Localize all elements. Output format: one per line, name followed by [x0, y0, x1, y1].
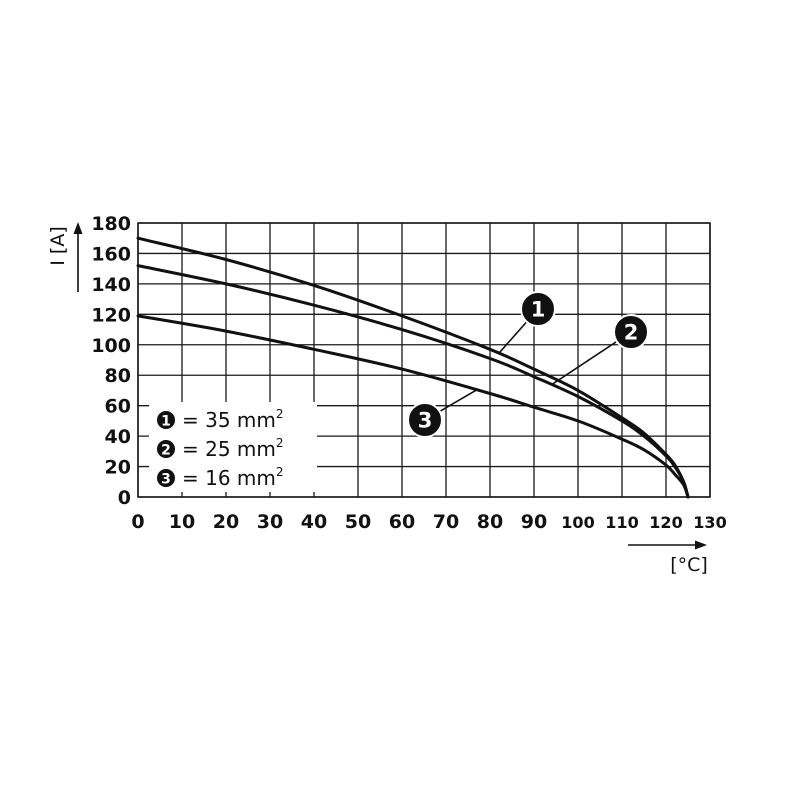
legend-marker-1 [155, 409, 177, 431]
legend-text-3: = 16 mm [182, 466, 276, 490]
x-axis-label: [°C] [670, 554, 708, 576]
x-tick-label-30: 30 [257, 511, 283, 533]
legend-item-1: 1 = 35 mm2 [155, 407, 284, 432]
legend-marker-2-label: 2 [161, 443, 171, 459]
x-tick-label-0: 0 [131, 511, 144, 533]
legend-marker-3-label: 3 [161, 472, 171, 488]
y-axis-title: I [A] [47, 222, 83, 292]
x-tick-label-80: 80 [477, 511, 503, 533]
callout-1: 1 [498, 291, 556, 354]
y-axis-label: I [A] [47, 226, 69, 265]
legend-text-1: = 35 mm [182, 408, 276, 432]
x-tick-label-70: 70 [433, 511, 459, 533]
legend-sup-2: 2 [276, 436, 284, 450]
y-tick-label-80: 80 [105, 365, 131, 387]
series-line-2 [136, 264, 690, 499]
x-tick-label-50: 50 [345, 511, 371, 533]
y-tick-label-0: 0 [118, 487, 131, 509]
x-tick-label-120: 120 [649, 513, 682, 532]
legend-label-3: = 16 mm2 [182, 465, 284, 490]
y-tick-label-100: 100 [91, 335, 131, 357]
y-tick-label-40: 40 [105, 426, 131, 448]
legend-sup-3: 2 [276, 465, 284, 479]
y-axis-ticks: 0 20 40 60 80 100 120 140 160 180 [91, 213, 131, 509]
x-tick-label-100: 100 [561, 513, 594, 532]
callout-leader-3 [439, 389, 478, 413]
curve-callouts: 1 2 3 [407, 291, 649, 438]
y-tick-label-160: 160 [91, 243, 131, 265]
callout-leader-1 [498, 321, 528, 354]
y-tick-label-140: 140 [91, 274, 131, 296]
x-tick-label-60: 60 [389, 511, 415, 533]
legend-label-1: = 35 mm2 [182, 407, 284, 432]
callout-label-1: 1 [531, 298, 546, 322]
callout-marker-3 [407, 402, 443, 438]
legend-background [149, 402, 317, 492]
callout-label-2: 2 [624, 321, 639, 345]
callout-marker-1 [520, 291, 556, 327]
y-tick-label-20: 20 [105, 457, 131, 479]
series-curves [136, 236, 690, 499]
x-tick-label-110: 110 [605, 513, 638, 532]
y-tick-label-120: 120 [91, 304, 131, 326]
legend-item-3: 3 = 16 mm2 [155, 465, 284, 490]
y-tick-label-60: 60 [105, 396, 131, 418]
callout-label-3: 3 [418, 409, 433, 433]
legend-label-2: = 25 mm2 [182, 436, 284, 461]
x-axis-arrowhead [695, 540, 707, 550]
x-axis-ticks: 0 10 20 30 40 50 60 70 80 90 100 110 120 130 [131, 511, 726, 533]
series-line-3 [136, 314, 690, 499]
callout-leader-2 [551, 340, 618, 386]
y-axis-arrowhead [73, 222, 83, 234]
x-tick-label-20: 20 [213, 511, 239, 533]
legend-item-2: 2 = 25 mm2 [155, 436, 284, 461]
x-tick-label-130: 130 [693, 513, 726, 532]
y-tick-label-180: 180 [91, 213, 131, 235]
callout-3: 3 [407, 389, 478, 438]
callout-2: 2 [551, 314, 649, 386]
x-tick-label-10: 10 [169, 511, 195, 533]
x-tick-label-40: 40 [301, 511, 327, 533]
legend-text-2: = 25 mm [182, 437, 276, 461]
legend: 1 = 35 mm2 2 = 25 mm2 3 = 16 mm2 [149, 402, 317, 492]
legend-marker-1-label: 1 [161, 414, 171, 430]
plot-frame [137, 222, 711, 498]
legend-sup-1: 2 [276, 407, 284, 421]
legend-marker-2 [155, 438, 177, 460]
x-axis-title: [°C] [628, 540, 708, 576]
callout-marker-2 [613, 314, 649, 350]
legend-marker-3 [155, 467, 177, 489]
x-tick-label-90: 90 [521, 511, 547, 533]
